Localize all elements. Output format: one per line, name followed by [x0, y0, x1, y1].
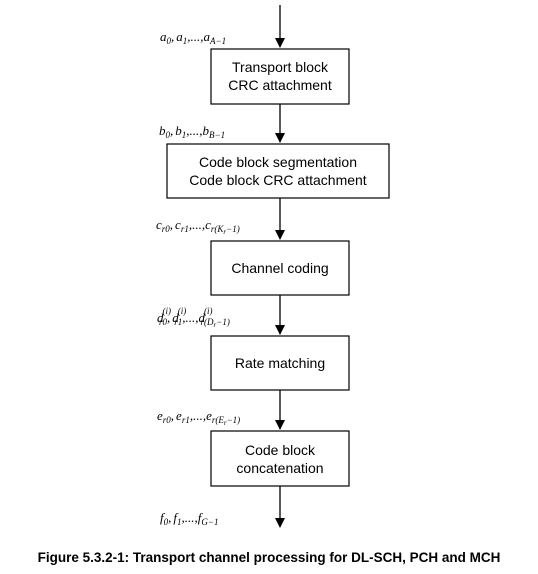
signal-d-label: d(i) r0, d(i) r1,...,d(i) r(Dr−1)	[157, 306, 230, 329]
concatenation-line1: Code block	[245, 442, 316, 458]
signal-b-label: b0, b1,...,bB−1	[159, 123, 225, 140]
figure-caption: Figure 5.3.2-1: Transport channel proces…	[37, 550, 501, 565]
rate-matching-label: Rate matching	[235, 355, 325, 371]
signal-a-label: a0, a1,...,aA−1	[160, 29, 226, 46]
concatenation-line2: concatenation	[236, 460, 323, 476]
segmentation-line2: Code block CRC attachment	[189, 172, 367, 188]
channel-coding-label: Channel coding	[231, 260, 328, 276]
segmentation-line1: Code block segmentation	[199, 154, 357, 170]
transport-crc-line1: Transport block	[232, 59, 329, 75]
signal-e-label: er0, er1,...,er(Er−1)	[157, 408, 240, 427]
transport-crc-line2: CRC attachment	[228, 77, 332, 93]
box-segmentation	[166, 143, 390, 199]
box-rate-matching	[210, 335, 350, 391]
box-transport-crc	[210, 48, 350, 105]
box-concatenation	[210, 430, 350, 487]
signal-c-label: cr0, cr1,...,cr(Kr−1)	[156, 217, 240, 236]
signal-f-label: f0, f1,...,fG−1	[160, 510, 218, 527]
box-channel-coding	[210, 240, 350, 296]
